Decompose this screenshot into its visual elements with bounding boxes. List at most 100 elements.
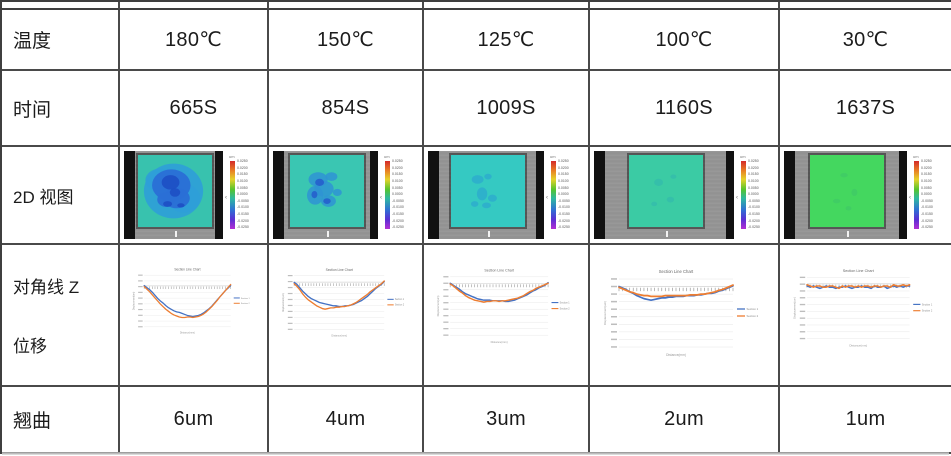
- chart-legend-entry: Section 1: [922, 303, 933, 306]
- color-scale-ticks: 0.0250 0.0200 0.0150 0.0100 0.0050 0.0000 -0.0…: [558, 159, 570, 230]
- sample-heatmap-square: [448, 153, 527, 230]
- table-bottom-edge: [2, 452, 949, 455]
- chart-title: Section Line Chart: [659, 269, 694, 274]
- height-map-image: um 0.0250 0.0200 0.0150 0.0100 0.0050 0.0000 -0…: [124, 151, 263, 239]
- temperature-value-100: 100℃: [590, 10, 780, 71]
- row-label-time: 时间: [2, 71, 120, 147]
- chart-x-axis-label: Distance(mm): [180, 332, 195, 335]
- metal-stage-background: [284, 151, 370, 239]
- color-scale-bar: [385, 161, 390, 229]
- row-label-temperature: 温度: [2, 10, 120, 71]
- sample-heatmap-square: [136, 153, 214, 230]
- stage-black-bar-right: [536, 151, 544, 239]
- chart-y-axis-label: Displacement(um): [792, 297, 796, 319]
- 2d-view-image-100: um 0.0250 0.0200 0.0150 0.0100 0.0050 0.0000 -0…: [590, 147, 780, 245]
- section-chart-125: Section Line Chart Displacement(um) Sectio…: [424, 245, 590, 387]
- warpage-value-2: 4um: [269, 387, 424, 454]
- color-scale-unit: um: [913, 154, 919, 159]
- diagonal-z-label-line2: 位移: [13, 337, 47, 356]
- chart-x-axis-label: Distance(mm): [666, 353, 686, 357]
- chart-series-line: [618, 284, 734, 298]
- stage-center-mark: [175, 231, 177, 237]
- table-cell-sliver: [2, 2, 120, 10]
- chart-legend-entry: Section 2: [747, 314, 759, 318]
- color-scale-pointer: ‹: [225, 195, 227, 201]
- stage-center-mark: [847, 231, 849, 237]
- color-scale-unit: um: [229, 154, 235, 159]
- table-cell-sliver: [780, 2, 951, 10]
- time-value-5: 1637S: [780, 71, 951, 147]
- metal-stage-background: [439, 151, 536, 239]
- chart-y-axis-label: Displacement(um): [282, 293, 285, 312]
- temperature-value-180: 180℃: [120, 10, 269, 71]
- chart-x-axis-label: Distance(mm): [849, 344, 867, 348]
- color-scale-bar: [551, 161, 556, 229]
- chart-title: Section Line Chart: [174, 268, 200, 272]
- table-cell-sliver: [590, 2, 780, 10]
- color-scale-unit: um: [740, 154, 746, 159]
- chart-series-line: [449, 282, 549, 303]
- 2d-view-image-30: um 0.0250 0.0200 0.0150 0.0100 0.0050 0.0000 -0…: [780, 147, 951, 245]
- color-scale: um 0.0250 0.0200 0.0150 0.0100 0.0050 0.0000 -0…: [734, 151, 774, 239]
- height-map-image: um 0.0250 0.0200 0.0150 0.0100 0.0050 0.0000 -0…: [594, 151, 774, 239]
- stage-center-mark: [487, 231, 490, 237]
- color-scale-ticks: 0.0250 0.0200 0.0150 0.0100 0.0050 0.0000 -0.0…: [748, 159, 760, 230]
- chart-y-axis-label: Displacement(um): [603, 301, 607, 325]
- 2d-view-label: 2D 视图: [13, 187, 74, 207]
- color-scale-pointer: ‹: [909, 195, 911, 201]
- metal-stage-background: [795, 151, 899, 239]
- stage-black-bar-left: [594, 151, 605, 239]
- section-line-chart: Section Line Chart Displacement(um) Sectio…: [282, 268, 405, 338]
- chart-legend-entry: Section 1: [560, 302, 571, 305]
- section-chart-100: Section Line Chart Displacement(um) Sectio…: [590, 245, 780, 387]
- time-value-1: 665S: [120, 71, 269, 147]
- chart-legend-entry: Section 1: [747, 307, 759, 311]
- chart-series-line: [143, 283, 232, 319]
- temperature-value-30: 30℃: [780, 10, 951, 71]
- time-value-4: 1160S: [590, 71, 780, 147]
- color-scale: um 0.0250 0.0200 0.0150 0.0100 0.0050 0.0000 -0…: [378, 151, 418, 239]
- color-scale-ticks: 0.0250 0.0200 0.0150 0.0100 0.0050 0.0000 -0.0…: [921, 159, 933, 230]
- row-label-2d-view: 2D 视图: [2, 147, 120, 245]
- color-scale-bar: [230, 161, 235, 229]
- stage-center-mark: [327, 231, 329, 237]
- stage-center-mark: [665, 231, 668, 237]
- temperature-value-125: 125℃: [424, 10, 590, 71]
- color-scale: um 0.0250 0.0200 0.0150 0.0100 0.0050 0.0000 -0…: [223, 151, 263, 239]
- color-scale-unit: um: [384, 154, 390, 159]
- chart-series-line: [293, 280, 385, 310]
- table-cell-sliver: [424, 2, 590, 10]
- color-scale-pointer: ‹: [380, 195, 382, 201]
- chart-y-axis-label: Displacement(um): [436, 295, 440, 316]
- 2d-view-image-150: um 0.0250 0.0200 0.0150 0.0100 0.0050 0.0000 -0…: [269, 147, 424, 245]
- row-label-diagonal-z: 对角线 Z 位移: [2, 245, 120, 387]
- chart-legend-entry: Section 2: [241, 302, 251, 305]
- color-scale-unit: um: [550, 154, 556, 159]
- 2d-view-image-125: um 0.0250 0.0200 0.0150 0.0100 0.0050 0.0000 -0…: [424, 147, 590, 245]
- warpage-value-3: 3um: [424, 387, 590, 454]
- color-scale-ticks: 0.0250 0.0200 0.0150 0.0100 0.0050 0.0000 -0.0…: [237, 159, 249, 230]
- sample-heatmap-square: [626, 153, 705, 230]
- chart-x-axis-label: Distance(mm): [331, 334, 347, 337]
- warpage-value-5: 1um: [780, 387, 951, 454]
- color-scale-bar: [914, 161, 919, 229]
- color-scale-bar: [741, 161, 746, 229]
- chart-legend-entry: Section 2: [922, 310, 933, 313]
- sample-heatmap-square: [288, 153, 366, 230]
- stage-black-bar-right: [899, 151, 907, 239]
- section-line-chart: Section Line Chart Displacement(um) Sectio…: [132, 268, 251, 335]
- section-chart-150: Section Line Chart Displacement(um) Sectio…: [269, 245, 424, 387]
- diagonal-z-label-line1: 对角线 Z: [13, 278, 80, 297]
- color-scale: um 0.0250 0.0200 0.0150 0.0100 0.0050 0.0000 -0…: [907, 151, 947, 239]
- warpage-value-4: 2um: [590, 387, 780, 454]
- chart-title: Section Line Chart: [484, 269, 514, 273]
- height-map-image: um 0.0250 0.0200 0.0150 0.0100 0.0050 0.0000 -0…: [428, 151, 584, 239]
- chart-title: Section Line Chart: [843, 269, 875, 273]
- chart-legend-entry: Section 2: [395, 304, 405, 307]
- stage-black-bar-right: [370, 151, 378, 239]
- sample-heatmap-square: [808, 153, 886, 230]
- time-value-3: 1009S: [424, 71, 590, 147]
- stage-black-bar-right: [215, 151, 223, 239]
- 2d-view-image-180: um 0.0250 0.0200 0.0150 0.0100 0.0050 0.0000 -0…: [120, 147, 269, 245]
